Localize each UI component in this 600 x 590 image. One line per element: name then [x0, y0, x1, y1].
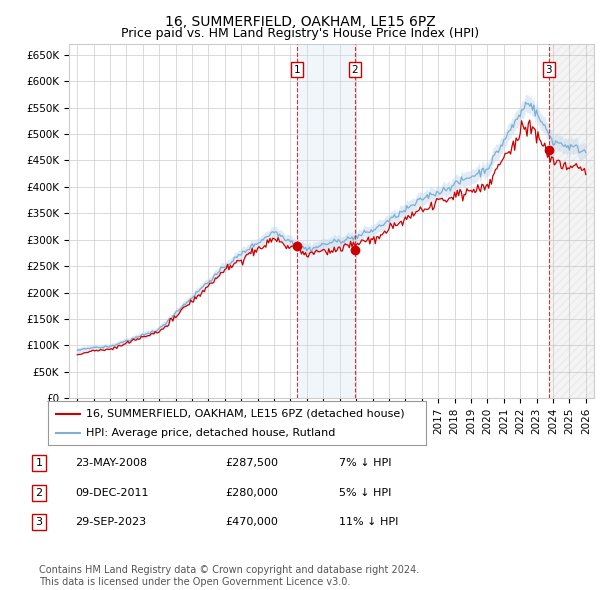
Text: 7% ↓ HPI: 7% ↓ HPI	[339, 458, 391, 468]
Text: £280,000: £280,000	[225, 488, 278, 497]
Text: 3: 3	[545, 65, 552, 74]
Text: 2: 2	[35, 488, 43, 497]
Bar	[297, 44, 355, 398]
Text: 2: 2	[352, 65, 358, 74]
Text: 1: 1	[35, 458, 43, 468]
Text: 16, SUMMERFIELD, OAKHAM, LE15 6PZ (detached house): 16, SUMMERFIELD, OAKHAM, LE15 6PZ (detac…	[86, 409, 404, 418]
Text: HPI: Average price, detached house, Rutland: HPI: Average price, detached house, Rutl…	[86, 428, 335, 438]
Text: 11% ↓ HPI: 11% ↓ HPI	[339, 517, 398, 527]
Text: 16, SUMMERFIELD, OAKHAM, LE15 6PZ: 16, SUMMERFIELD, OAKHAM, LE15 6PZ	[164, 15, 436, 29]
Text: 23-MAY-2008: 23-MAY-2008	[75, 458, 147, 468]
Text: 09-DEC-2011: 09-DEC-2011	[75, 488, 149, 497]
Text: Price paid vs. HM Land Registry's House Price Index (HPI): Price paid vs. HM Land Registry's House …	[121, 27, 479, 40]
Text: £470,000: £470,000	[225, 517, 278, 527]
Text: 1: 1	[293, 65, 300, 74]
Bar	[549, 44, 594, 398]
Text: 3: 3	[35, 517, 43, 527]
Text: Contains HM Land Registry data © Crown copyright and database right 2024.
This d: Contains HM Land Registry data © Crown c…	[39, 565, 419, 587]
Text: £287,500: £287,500	[225, 458, 278, 468]
Text: 29-SEP-2023: 29-SEP-2023	[75, 517, 146, 527]
Text: 5% ↓ HPI: 5% ↓ HPI	[339, 488, 391, 497]
